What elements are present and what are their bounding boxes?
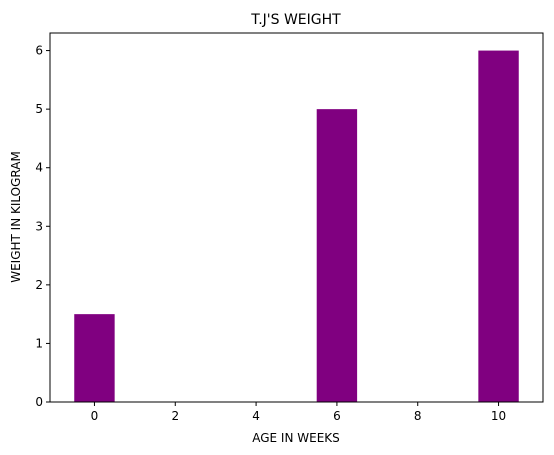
x-tick-label: 8 — [414, 409, 422, 423]
y-axis-ticks: 0 1 2 3 4 5 6 — [35, 44, 50, 409]
bar — [478, 50, 519, 402]
x-tick-label: 0 — [91, 409, 99, 423]
y-tick-label: 0 — [35, 395, 43, 409]
x-tick-label: 10 — [491, 409, 506, 423]
chart-title: T.J'S WEIGHT — [250, 12, 341, 28]
bars-group — [74, 50, 519, 403]
plot-frame — [49, 32, 544, 403]
y-tick-label: 2 — [35, 278, 43, 292]
x-tick-label: 6 — [333, 409, 341, 423]
x-tick-label: 4 — [252, 409, 260, 423]
y-tick-label: 3 — [35, 219, 43, 233]
y-tick-label: 4 — [35, 161, 43, 175]
y-axis-label: WEIGHT IN KILOGRAM — [9, 151, 23, 283]
bar — [74, 314, 115, 402]
y-tick-label: 6 — [35, 44, 43, 58]
y-tick-label: 5 — [35, 102, 43, 116]
y-tick-label: 1 — [35, 336, 43, 350]
x-axis-label: AGE IN WEEKS — [252, 431, 340, 445]
x-tick-label: 2 — [171, 409, 179, 423]
bar — [316, 109, 358, 403]
x-axis-ticks: 0 2 4 6 8 10 — [91, 402, 506, 423]
